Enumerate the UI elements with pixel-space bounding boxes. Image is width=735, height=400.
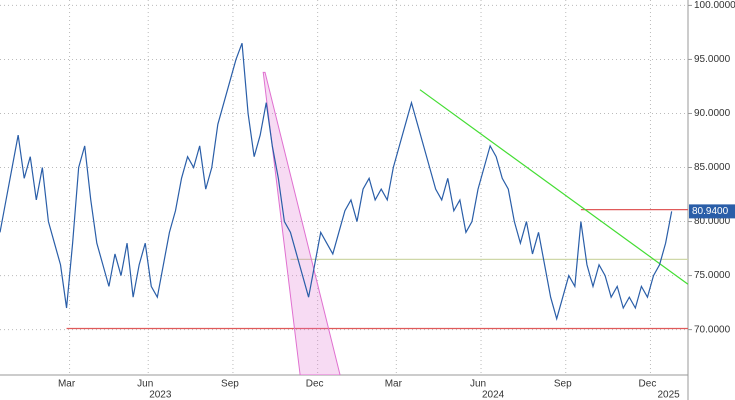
y-tick-label: 90.0000: [694, 108, 731, 119]
channel-band: [262, 71, 341, 375]
y-tick-label: 70.0000: [694, 324, 731, 335]
price-line: [0, 43, 673, 322]
x-tick-label: Jun: [137, 379, 153, 390]
x-tick-label: Dec: [306, 379, 324, 390]
y-tick-label: 85.0000: [694, 162, 731, 173]
year-label: 2025: [657, 390, 680, 400]
last-price-label: 80.9400: [692, 206, 729, 217]
y-tick-label: 75.0000: [694, 270, 731, 281]
y-tick-label: 80.0000: [694, 216, 731, 227]
x-tick-label: Dec: [639, 379, 657, 390]
x-tick-label: Mar: [58, 379, 76, 390]
x-tick-label: Sep: [221, 379, 239, 390]
x-tick-label: Mar: [385, 379, 403, 390]
y-tick-label: 95.0000: [694, 54, 731, 65]
trend-line: [419, 89, 688, 285]
y-tick-label: 100.0000: [694, 0, 735, 11]
x-tick-label: Jun: [470, 379, 486, 390]
last-price-box: [689, 204, 735, 219]
year-label: 2023: [149, 390, 172, 400]
year-label: 2024: [482, 390, 505, 400]
x-tick-label: Sep: [554, 379, 572, 390]
